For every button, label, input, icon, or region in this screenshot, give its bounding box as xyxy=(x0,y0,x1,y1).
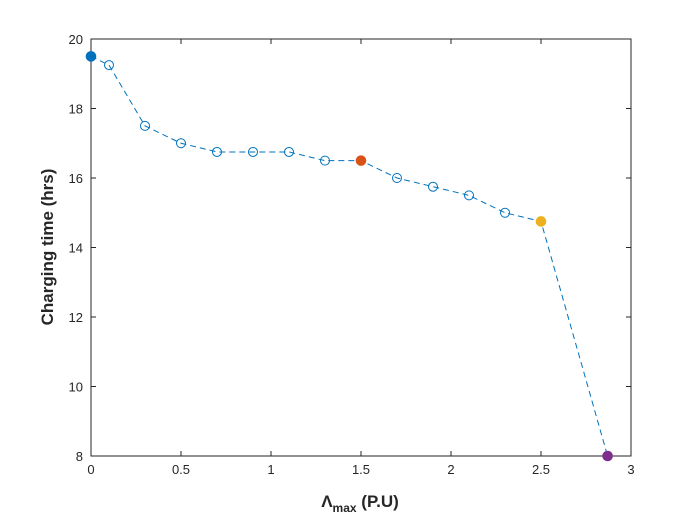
axis-labels: Λmax (P.U) Charging time (hrs) xyxy=(38,169,399,515)
y-tick-label: 14 xyxy=(69,241,83,256)
y-tick-label: 18 xyxy=(69,102,83,117)
series-line xyxy=(90,55,609,457)
data-point xyxy=(212,146,222,157)
series-layer xyxy=(85,51,613,462)
y-tick-label: 12 xyxy=(69,310,83,325)
y-tick-label: 8 xyxy=(76,449,83,464)
highlighted-point xyxy=(535,216,547,227)
x-tick-label: 0.5 xyxy=(172,462,190,477)
plot-area xyxy=(90,38,632,457)
highlighted-point xyxy=(602,450,613,462)
x-axis-label: Λmax (P.U) xyxy=(321,492,399,515)
data-point xyxy=(140,120,150,131)
x-axis-label-unit: (P.U) xyxy=(357,492,399,511)
x-tick-label: 1 xyxy=(267,462,274,477)
data-point xyxy=(176,138,186,149)
data-point xyxy=(248,146,258,157)
axis-ticks: 0 0.5 1 1.5 2 2.5 3 8 10 12 14 16 18 20 xyxy=(69,32,635,477)
x-tick-label: 1.5 xyxy=(352,462,370,477)
x-tick-label: 3 xyxy=(627,462,634,477)
highlighted-point xyxy=(355,155,367,166)
data-point xyxy=(320,155,330,166)
x-axis-label-subscript: max xyxy=(333,501,357,515)
x-tick-label: 2.5 xyxy=(532,462,550,477)
x-tick-label: 2 xyxy=(447,462,454,477)
y-tick-label: 10 xyxy=(69,380,83,395)
highlighted-point xyxy=(85,51,97,62)
data-point xyxy=(428,181,438,192)
x-axis-label-symbol: Λ xyxy=(321,492,333,511)
data-point xyxy=(464,190,474,201)
data-point xyxy=(284,146,294,157)
x-tick-label: 0 xyxy=(87,462,94,477)
y-axis-label: Charging time (hrs) xyxy=(38,169,57,326)
data-point xyxy=(392,173,402,183)
axes-box xyxy=(90,38,632,457)
y-tick-label: 20 xyxy=(69,32,83,47)
data-point xyxy=(500,207,510,218)
y-tick-label: 16 xyxy=(69,171,83,186)
data-point xyxy=(104,60,114,71)
